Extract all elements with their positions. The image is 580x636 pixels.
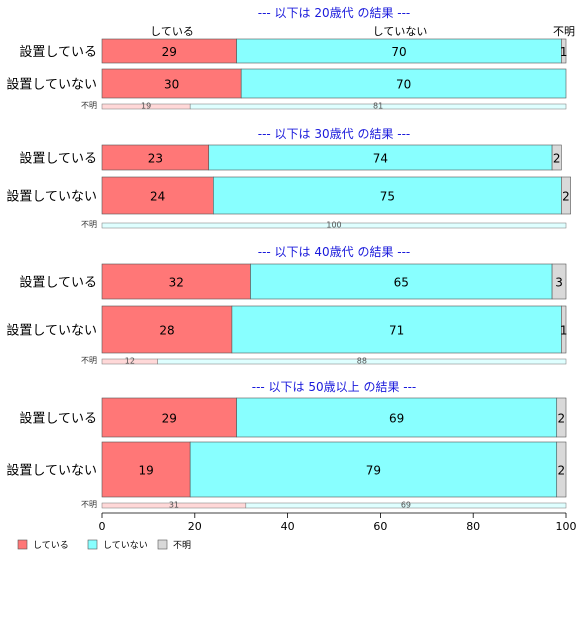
bar-segment <box>556 397 567 438</box>
chart-panel: --- 以下は 20歳代 の結果 --- 設置している 29 70 1 設置していない 30… <box>6 6 567 111</box>
legend-label: していない <box>103 540 148 551</box>
data-label: 30 <box>164 78 179 92</box>
bar-segment <box>101 441 191 498</box>
panel-title: --- 以下は 20歳代 の結果 --- <box>258 6 411 20</box>
data-label: 32 <box>169 276 184 290</box>
data-label: 70 <box>396 78 411 92</box>
bar-segment <box>101 38 237 64</box>
bar-segment <box>236 38 562 64</box>
bar-segment <box>189 441 558 498</box>
data-label: 2 <box>553 152 561 166</box>
bar-segment <box>561 305 567 354</box>
chart-panel: --- 以下は 40歳代 の結果 --- 設置している 32 65 3 設置していない 28… <box>6 245 567 366</box>
data-label: 69 <box>389 412 404 426</box>
data-label: 2 <box>558 412 566 426</box>
unknown-bar-segment <box>245 502 567 509</box>
legend-swatch <box>17 539 28 550</box>
panel-title: --- 以下は 50歳以上 の結果 --- <box>252 380 417 394</box>
chart-panels: --- 以下は 20歳代 の結果 --- 設置している 29 70 1 設置していない 30… <box>6 6 571 510</box>
data-label: 2 <box>558 464 566 478</box>
legend-swatch <box>87 539 98 550</box>
row-label: 設置している <box>19 411 97 427</box>
column-header: していない <box>373 25 428 38</box>
bar-segment <box>551 144 562 171</box>
chart-panel: --- 以下は 30歳代 の結果 --- 設置している 23 74 2 設置していない 24… <box>6 127 571 230</box>
data-label: 1 <box>560 324 568 338</box>
legend-label: 不明 <box>173 540 191 551</box>
data-label: 75 <box>380 190 395 204</box>
row-label: 設置していない <box>6 189 97 205</box>
data-label: 29 <box>162 45 177 59</box>
unknown-label: 不明 <box>81 500 97 509</box>
column-header: 不明 <box>553 25 575 38</box>
data-label: 70 <box>391 45 406 59</box>
unknown-data-label: 100 <box>326 221 341 230</box>
bar-segment <box>240 68 567 99</box>
bar-segment <box>101 305 233 354</box>
column-header: している <box>150 25 194 38</box>
legend-swatch <box>157 539 168 550</box>
panel-title: --- 以下は 30歳代 の結果 --- <box>258 127 411 141</box>
bar-segment <box>101 263 251 300</box>
panel-title: --- 以下は 40歳代 の結果 --- <box>258 245 411 259</box>
unknown-label: 不明 <box>81 356 97 365</box>
unknown-label: 不明 <box>81 101 97 110</box>
bar-segment <box>561 176 571 215</box>
column-headers: している していない 不明 <box>150 25 575 38</box>
bar-segment <box>101 397 237 438</box>
data-label: 79 <box>366 464 381 478</box>
data-label: 3 <box>555 276 563 290</box>
bar-segment <box>551 263 567 300</box>
bar-segment <box>231 305 562 354</box>
row-label: 設置していない <box>6 463 97 479</box>
x-tick-label: 40 <box>281 520 295 533</box>
data-label: 65 <box>394 276 409 290</box>
unknown-data-label: 12 <box>125 357 135 366</box>
bar-segment <box>213 176 562 215</box>
data-label: 71 <box>389 324 404 338</box>
data-label: 2 <box>562 190 570 204</box>
bar-segment <box>236 397 558 438</box>
legend: している していない 不明 <box>17 539 191 551</box>
unknown-bar-segment <box>189 103 567 110</box>
data-label: 19 <box>138 464 153 478</box>
row-label: 設置している <box>19 44 97 60</box>
legend-label: している <box>33 540 69 551</box>
unknown-data-label: 69 <box>401 501 411 510</box>
x-tick-label: 0 <box>99 520 106 533</box>
unknown-bar-segment <box>101 222 567 229</box>
row-label: 設置している <box>19 275 97 291</box>
unknown-data-label: 31 <box>169 501 179 510</box>
x-tick-label: 80 <box>466 520 480 533</box>
data-label: 1 <box>560 45 568 59</box>
x-tick-label: 20 <box>188 520 202 533</box>
unknown-data-label: 19 <box>141 102 151 111</box>
unknown-data-label: 81 <box>373 102 383 111</box>
data-label: 28 <box>159 324 174 338</box>
data-label: 29 <box>162 412 177 426</box>
bar-segment <box>101 144 210 171</box>
bar-segment <box>250 263 553 300</box>
unknown-bar-segment <box>157 358 567 365</box>
unknown-label: 不明 <box>81 220 97 229</box>
data-label: 23 <box>148 152 163 166</box>
unknown-data-label: 88 <box>357 357 367 366</box>
chart-panel: --- 以下は 50歳以上 の結果 --- 設置している 29 69 2 設置していない 1… <box>6 380 567 510</box>
x-tick-label: 100 <box>556 520 577 533</box>
bar-segment <box>561 38 567 64</box>
data-label: 24 <box>150 190 165 204</box>
row-label: 設置している <box>19 151 97 167</box>
row-label: 設置していない <box>6 323 97 339</box>
bar-segment <box>101 176 214 215</box>
x-axis: 0 20 40 60 80 100 <box>99 512 577 533</box>
bar-segment <box>208 144 553 171</box>
x-tick-label: 60 <box>373 520 387 533</box>
row-label: 設置していない <box>6 77 97 93</box>
data-label: 74 <box>373 152 388 166</box>
bar-segment <box>556 441 567 498</box>
